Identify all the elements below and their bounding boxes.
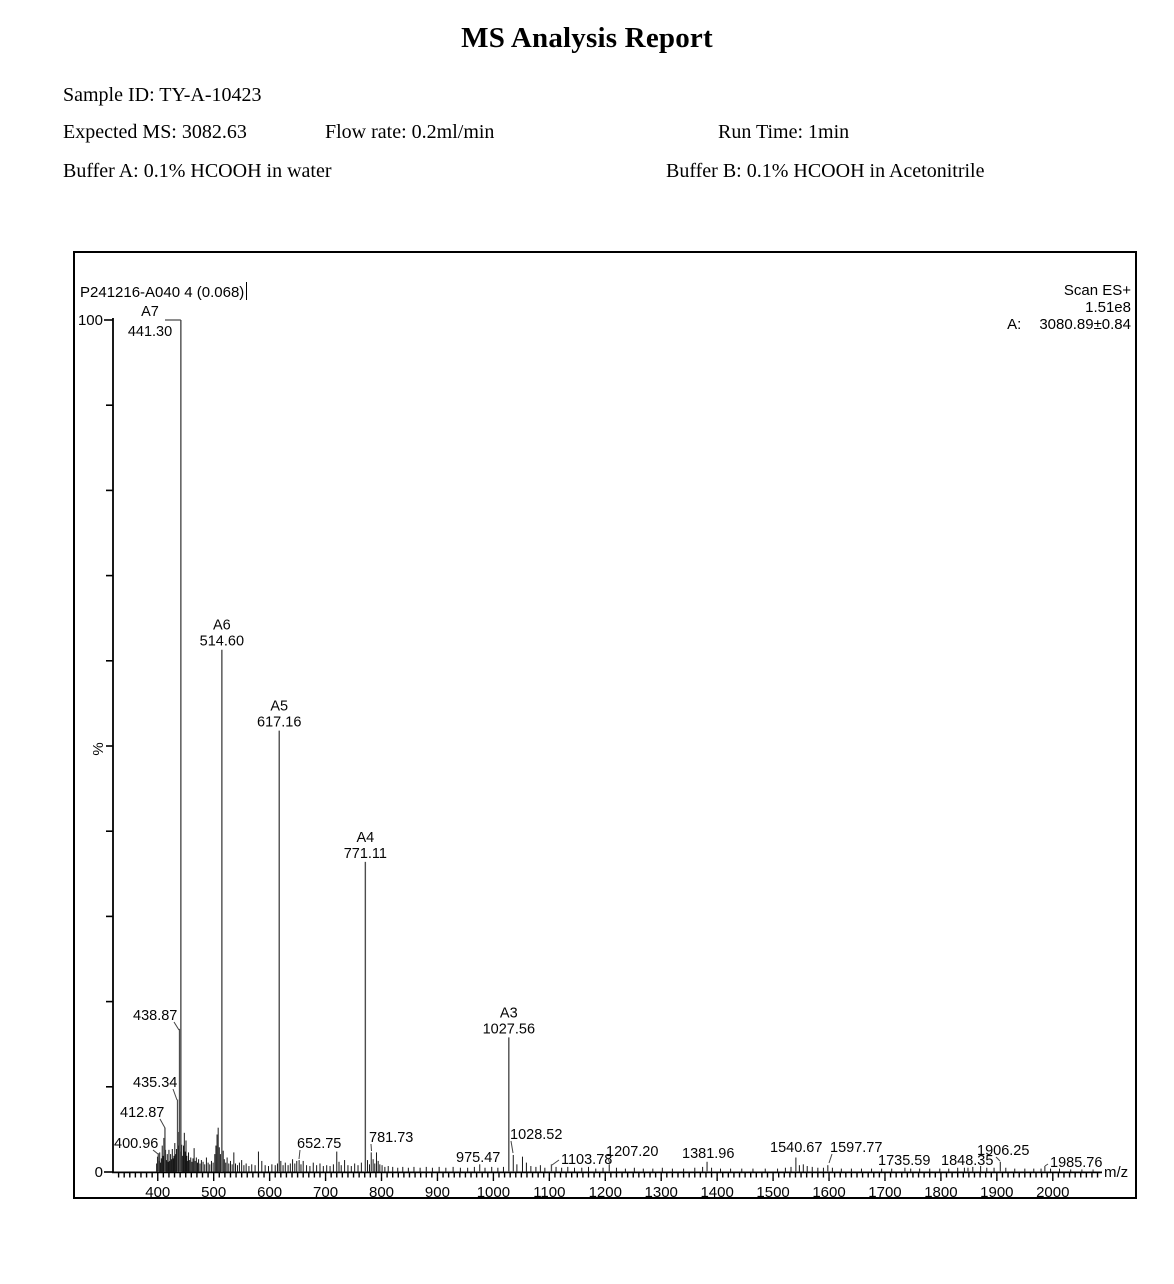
peak-label-leader <box>607 1157 611 1165</box>
minor-peak-label: 1906.25 <box>977 1143 1029 1159</box>
major-peak-name: A4 <box>356 830 374 846</box>
minor-peak-label: 1540.67 <box>770 1140 822 1156</box>
scan-info-block: Scan ES+ 1.51e8 A: 3080.89±0.84 <box>1007 282 1131 333</box>
x-tick-label: 400 <box>145 1184 170 1197</box>
minor-peak-label: 1207.20 <box>606 1144 658 1160</box>
text-cursor <box>246 282 248 300</box>
major-peak-mz: 1027.56 <box>483 1021 535 1037</box>
x-tick-label: 700 <box>313 1184 338 1197</box>
acquisition-id-text: P241216-A040 4 (0.068) <box>80 284 245 301</box>
peak-label-leader <box>298 1149 301 1160</box>
sample-id-text: Sample ID: TY-A-10423 <box>63 84 262 106</box>
x-tick-label: 1700 <box>868 1184 901 1197</box>
major-peak-mz: 617.16 <box>257 715 301 731</box>
peak-label-leader <box>152 1149 159 1155</box>
peak-label-leader <box>172 1088 178 1101</box>
x-tick-label: 1100 <box>533 1184 565 1197</box>
scan-intensity-text: 1.51e8 <box>1085 299 1131 316</box>
major-peak-mz: 771.11 <box>344 846 387 862</box>
page-title: MS Analysis Report <box>461 22 713 54</box>
x-tick-label: 2000 <box>1036 1184 1069 1197</box>
major-peak-name: A7 <box>141 304 159 320</box>
expected-ms-text: Expected MS: 3082.63 <box>63 121 247 143</box>
major-peak-name: A6 <box>213 618 231 634</box>
minor-peak-label: 435.34 <box>133 1075 177 1091</box>
minor-peak-label: 781.73 <box>369 1130 413 1146</box>
minor-peak-label: 1985.76 <box>1050 1155 1102 1171</box>
minor-peak-label: 1597.77 <box>830 1140 882 1156</box>
x-tick-label: 800 <box>369 1184 394 1197</box>
minor-peak-label: 1028.52 <box>510 1127 562 1143</box>
peak-label-leader <box>159 1118 166 1129</box>
peak-label-leader <box>995 1156 1001 1162</box>
minor-peak-label: 652.75 <box>297 1136 341 1152</box>
acquisition-header: P241216-A040 4 (0.068) <box>80 282 248 301</box>
minor-peak-label: 975.47 <box>456 1150 500 1166</box>
major-peak-mz: 514.60 <box>200 634 244 650</box>
minor-peak-label: 1103.78 <box>561 1152 612 1168</box>
x-tick-label: 1400 <box>700 1184 733 1197</box>
peak-label-leader <box>370 1143 372 1152</box>
minor-peak-label: 412.87 <box>120 1105 164 1121</box>
x-tick-label: 1800 <box>924 1184 957 1197</box>
x-tick-label: 1000 <box>477 1184 510 1197</box>
flow-rate-text: Flow rate: 0.2ml/min <box>325 121 495 143</box>
minor-peak-label: 1735.59 <box>878 1153 930 1169</box>
x-tick-label: 600 <box>257 1184 282 1197</box>
minor-peak-label: 438.87 <box>133 1008 177 1024</box>
peak-label-leader <box>1044 1163 1049 1167</box>
y-tick-label: 100 <box>78 312 103 329</box>
major-peak-name: A3 <box>500 1005 518 1021</box>
assigned-mass-value: 3080.89±0.84 <box>1039 316 1131 333</box>
y-axis-title: % <box>90 742 107 755</box>
major-peak-mz: 441.30 <box>128 324 172 340</box>
major-peak-name: A5 <box>270 699 288 715</box>
minor-peak-label: 1848.35 <box>941 1153 993 1169</box>
peak-label-leader <box>551 1159 560 1166</box>
x-tick-label: 1600 <box>812 1184 845 1197</box>
x-tick-label: 1200 <box>589 1184 622 1197</box>
scan-mode-text: Scan ES+ <box>1063 282 1131 299</box>
y-tick-label: 0 <box>95 1164 103 1181</box>
mass-spectrum: 1000%400 500 600 700 800 900 1000 1100 1200 1300 1… <box>78 304 1128 1197</box>
minor-peak-label: 1381.96 <box>682 1146 734 1162</box>
buffer-b-text: Buffer B: 0.1% HCOOH in Acetonitrile <box>666 160 985 182</box>
peak-label-leader <box>173 1021 180 1031</box>
peak-label-leader <box>510 1140 514 1154</box>
x-tick-label: 1500 <box>756 1184 789 1197</box>
minor-peak-label: 400.96 <box>114 1136 158 1152</box>
x-tick-label: 1900 <box>980 1184 1013 1197</box>
peak-label-leader <box>828 1153 833 1164</box>
x-axis-title: m/z <box>1104 1164 1128 1181</box>
assigned-mass-row: A: 3080.89±0.84 <box>1007 316 1131 333</box>
spectrum-chart-frame: 100 0% 400 500 600 700 800 900 1000 1100 1200 1300 1… <box>73 251 1137 1199</box>
run-time-text: Run Time: 1min <box>718 121 850 143</box>
assigned-mass-label: A: <box>1007 316 1022 333</box>
x-tick-label: 1300 <box>645 1184 678 1197</box>
buffer-a-text: Buffer A: 0.1% HCOOH in water <box>63 160 332 182</box>
x-tick-label: 900 <box>425 1184 450 1197</box>
x-tick-label: 500 <box>201 1184 226 1197</box>
